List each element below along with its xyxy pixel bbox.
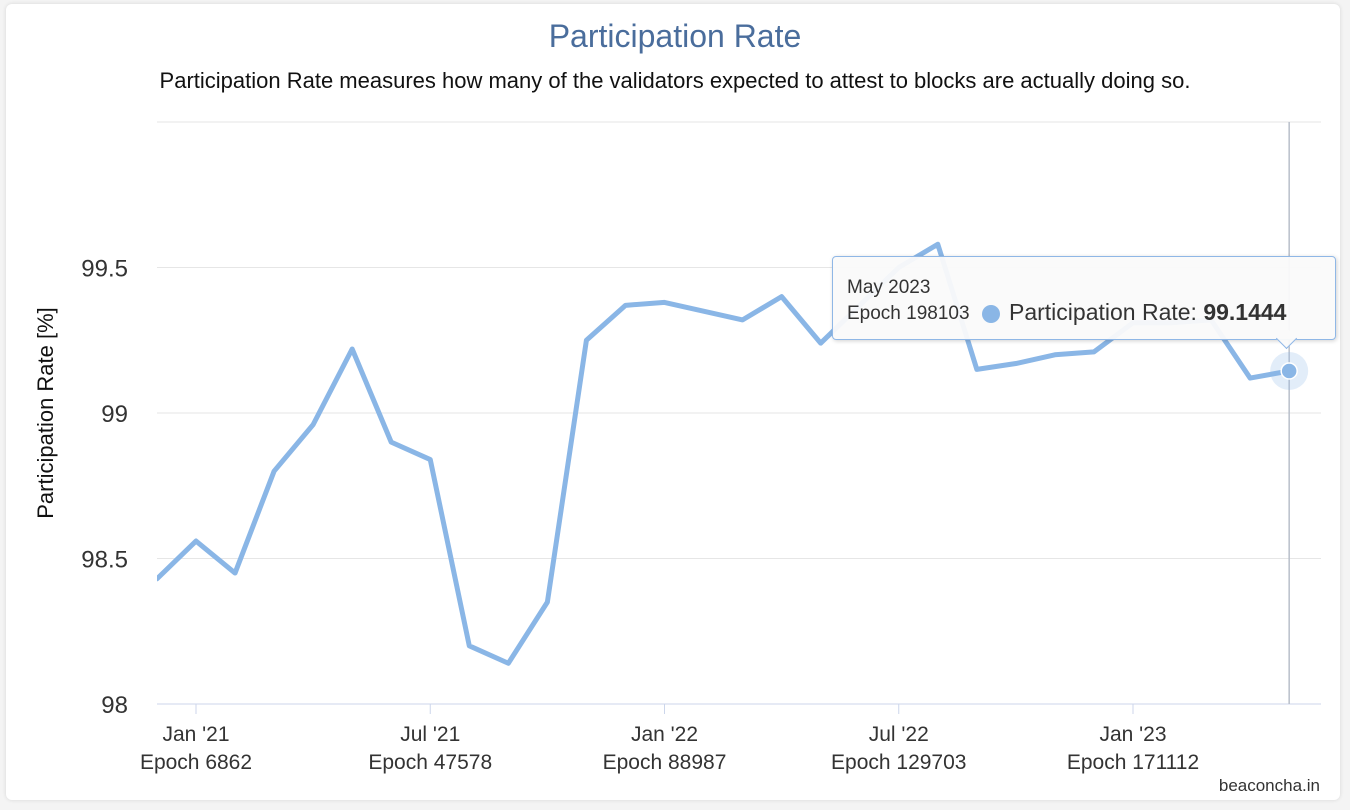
chart-card <box>6 4 1340 800</box>
x-tick-label-epoch: Epoch 129703 <box>831 751 966 774</box>
chart-tooltip: May 2023 Epoch 198103 Participation Rate… <box>832 256 1336 350</box>
x-tick-label-month: Jan '21 <box>162 723 229 746</box>
chart-subtitle: Participation Rate measures how many of … <box>159 68 1191 93</box>
x-tick-label-month: Jan '23 <box>1099 723 1166 746</box>
y-tick-label: 99.5 <box>81 256 128 283</box>
x-tick-label-month: Jul '22 <box>869 723 929 746</box>
x-tick-label-epoch: Epoch 88987 <box>603 751 727 774</box>
tooltip-series: Participation Rate: 99.1444 <box>1009 299 1286 326</box>
series-line <box>157 241 1292 666</box>
credits-link[interactable]: beaconcha.in <box>1218 776 1320 795</box>
tooltip-epoch: Epoch 198103 <box>847 303 970 324</box>
tooltip-series-label: Participation Rate: <box>1009 299 1204 325</box>
x-tick-label-month: Jul '21 <box>400 723 460 746</box>
y-tick-label: 99 <box>101 401 128 428</box>
y-tick-label: 98.5 <box>81 547 128 574</box>
x-tick-label-month: Jan '22 <box>631 723 698 746</box>
x-tick-label-epoch: Epoch 6862 <box>140 751 252 774</box>
x-tick-label-epoch: Epoch 171112 <box>1067 751 1199 774</box>
y-axis-title: Participation Rate [%] <box>33 307 58 519</box>
tooltip-date: May 2023 <box>847 277 931 298</box>
x-tick-label-epoch: Epoch 47578 <box>368 751 492 774</box>
hover-point <box>1280 362 1298 380</box>
chart-title: Participation Rate <box>548 18 802 54</box>
y-tick-label: 98 <box>101 692 128 719</box>
tooltip-value: 99.1444 <box>1203 299 1287 325</box>
tooltip-series-marker <box>982 305 1000 323</box>
